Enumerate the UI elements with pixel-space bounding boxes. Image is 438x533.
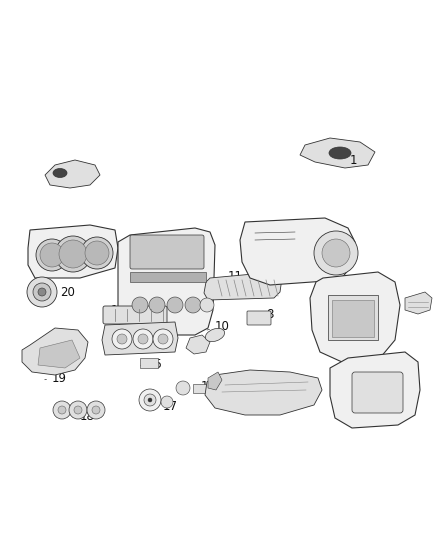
Circle shape bbox=[200, 298, 214, 312]
Circle shape bbox=[138, 334, 148, 344]
Text: 13: 13 bbox=[104, 304, 126, 318]
Polygon shape bbox=[45, 160, 100, 188]
Polygon shape bbox=[240, 218, 355, 285]
Polygon shape bbox=[28, 225, 118, 278]
Text: 19: 19 bbox=[45, 372, 67, 384]
Text: 5: 5 bbox=[318, 281, 332, 295]
Circle shape bbox=[81, 237, 113, 269]
Circle shape bbox=[161, 396, 173, 408]
Text: 14: 14 bbox=[113, 335, 135, 348]
Circle shape bbox=[112, 329, 132, 349]
Polygon shape bbox=[208, 372, 222, 390]
Circle shape bbox=[185, 297, 201, 313]
Polygon shape bbox=[330, 352, 420, 428]
FancyBboxPatch shape bbox=[103, 306, 167, 324]
Circle shape bbox=[132, 297, 148, 313]
Polygon shape bbox=[22, 328, 88, 375]
Text: 6: 6 bbox=[271, 222, 286, 236]
Circle shape bbox=[38, 288, 46, 296]
Circle shape bbox=[176, 381, 190, 395]
Text: 18: 18 bbox=[73, 409, 95, 423]
Ellipse shape bbox=[53, 168, 67, 177]
Ellipse shape bbox=[205, 328, 225, 342]
FancyBboxPatch shape bbox=[352, 372, 403, 413]
Circle shape bbox=[87, 401, 105, 419]
Circle shape bbox=[144, 394, 156, 406]
Circle shape bbox=[74, 406, 82, 414]
Circle shape bbox=[53, 401, 71, 419]
Circle shape bbox=[55, 236, 91, 272]
Text: 20: 20 bbox=[33, 286, 75, 298]
Circle shape bbox=[139, 389, 161, 411]
Circle shape bbox=[133, 329, 153, 349]
Polygon shape bbox=[405, 292, 432, 314]
FancyBboxPatch shape bbox=[130, 235, 204, 269]
Circle shape bbox=[58, 406, 66, 414]
Polygon shape bbox=[186, 335, 210, 354]
Polygon shape bbox=[118, 228, 215, 335]
Circle shape bbox=[40, 243, 64, 267]
Text: 8: 8 bbox=[258, 309, 273, 321]
Circle shape bbox=[153, 329, 173, 349]
Bar bbox=[328, 295, 378, 340]
Circle shape bbox=[33, 283, 51, 301]
Text: 21: 21 bbox=[30, 231, 53, 245]
Circle shape bbox=[117, 334, 127, 344]
Bar bbox=[140, 358, 158, 368]
Text: 17: 17 bbox=[156, 400, 178, 413]
Circle shape bbox=[36, 239, 68, 271]
Circle shape bbox=[85, 241, 109, 265]
Text: 9: 9 bbox=[192, 337, 208, 351]
Circle shape bbox=[167, 297, 183, 313]
Circle shape bbox=[92, 406, 100, 414]
Text: 16: 16 bbox=[195, 379, 216, 392]
Polygon shape bbox=[300, 138, 375, 168]
Ellipse shape bbox=[329, 147, 351, 159]
Text: 11: 11 bbox=[221, 271, 243, 284]
Polygon shape bbox=[204, 272, 282, 300]
Circle shape bbox=[322, 239, 350, 267]
Text: 10: 10 bbox=[207, 319, 230, 333]
FancyBboxPatch shape bbox=[247, 311, 271, 325]
Text: 15: 15 bbox=[141, 358, 163, 370]
Polygon shape bbox=[38, 340, 80, 368]
Circle shape bbox=[69, 401, 87, 419]
Polygon shape bbox=[205, 370, 322, 415]
Polygon shape bbox=[102, 322, 178, 355]
Circle shape bbox=[149, 297, 165, 313]
Text: 2: 2 bbox=[413, 298, 427, 311]
Circle shape bbox=[158, 334, 168, 344]
Bar bbox=[193, 384, 213, 393]
Circle shape bbox=[59, 240, 87, 268]
Text: 7: 7 bbox=[255, 389, 269, 401]
Text: 3: 3 bbox=[371, 374, 385, 386]
Text: 1: 1 bbox=[343, 154, 357, 166]
Bar bbox=[130, 272, 206, 282]
Bar bbox=[332, 300, 374, 337]
Circle shape bbox=[27, 277, 57, 307]
Circle shape bbox=[148, 398, 152, 402]
Circle shape bbox=[314, 231, 358, 275]
Polygon shape bbox=[310, 272, 400, 362]
Text: 12: 12 bbox=[155, 244, 178, 256]
